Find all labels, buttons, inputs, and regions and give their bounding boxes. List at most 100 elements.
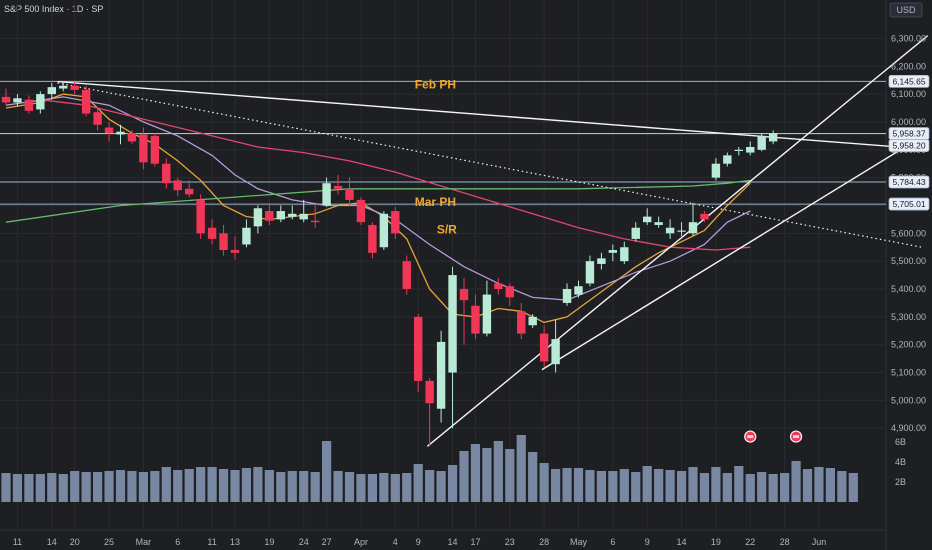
candle-body [288, 213, 297, 217]
candle-body [333, 185, 343, 189]
time-tick-label: 9 [645, 537, 650, 547]
time-tick-label: 4 [393, 537, 398, 547]
volume-bar [12, 474, 23, 502]
moving-average-line [40, 99, 751, 251]
price-level-tag-text: 5,958.37 [892, 129, 925, 139]
volume-bar [459, 451, 469, 502]
time-tick-label: 20 [70, 537, 80, 547]
time-tick-label: Apr [354, 537, 368, 547]
volume-bar [768, 474, 778, 502]
currency-badge[interactable] [889, 2, 923, 18]
time-tick-label: 6 [610, 537, 615, 547]
volume-bar [551, 469, 561, 502]
volume-bar [802, 469, 813, 502]
volume-bar [402, 473, 412, 502]
volume-bars [1, 435, 858, 502]
price-tick-label: 6,200.00 [891, 61, 926, 71]
candle-body [562, 289, 572, 303]
volume-bar [93, 472, 103, 502]
candle-body [276, 211, 285, 220]
candle-body [643, 216, 652, 223]
volume-tick-label: 2B [895, 477, 906, 487]
volume-bar [379, 473, 389, 502]
time-axis: 11 14 20 25 Mar 6 11 13 19 24 27 Apr 4 9 14 17 23 28 May 6 9… [13, 537, 826, 547]
volume-bar [642, 466, 652, 502]
volume-bar [35, 474, 45, 502]
time-tick-label: 23 [505, 537, 515, 547]
volume-bar [47, 473, 57, 502]
volume-bar [539, 463, 549, 502]
event-markers [744, 430, 803, 443]
volume-bar [310, 472, 320, 502]
candle-body [723, 155, 732, 164]
volume-bar [425, 470, 435, 502]
volume-bar [573, 468, 584, 502]
time-tick-label: 19 [264, 537, 274, 547]
candle-body [425, 380, 434, 404]
volume-bar [24, 474, 34, 502]
volume-bar [436, 471, 446, 502]
time-tick-label: 14 [677, 537, 687, 547]
time-tick-label: 19 [711, 537, 721, 547]
volume-bar [482, 448, 492, 502]
time-tick-label: 11 [207, 537, 216, 547]
candle-body [368, 224, 377, 253]
candle-body [631, 227, 640, 239]
volume-bar [734, 466, 744, 502]
candle-body [265, 211, 274, 221]
volume-bar [344, 472, 355, 502]
volume-bar [413, 464, 423, 502]
volume-bar [196, 467, 206, 502]
volume-bar [528, 452, 538, 502]
annotation-label: Mar PH [415, 195, 456, 209]
candle-body [494, 283, 503, 290]
time-tick-label: 28 [539, 537, 549, 547]
time-tick-label: 17 [470, 537, 480, 547]
price-tick-label: 5,200.00 [891, 340, 926, 350]
candle-body [196, 199, 205, 234]
candle-body [104, 127, 114, 134]
price-level-tag [888, 139, 930, 152]
volume-bar [1, 473, 11, 502]
candle-body [299, 213, 308, 220]
currency-label: USD [896, 5, 916, 15]
volume-bar [848, 473, 858, 502]
candle-body [59, 85, 68, 89]
time-tick-label: 14 [448, 537, 458, 547]
volume-bar [447, 465, 458, 502]
candle-body [677, 230, 686, 232]
price-tick-label: 5,500.00 [891, 256, 926, 266]
volume-bar [585, 470, 595, 502]
volume-bar [665, 470, 675, 502]
candle-body [127, 133, 137, 142]
candle-body [597, 258, 606, 264]
volume-bar [161, 467, 171, 502]
candle-body [436, 341, 446, 409]
volume-bar [127, 471, 137, 502]
candle-body [185, 188, 194, 195]
volume-bar [207, 467, 217, 502]
time-tick-label: 27 [322, 537, 332, 547]
us-flag-event-icon [793, 435, 800, 439]
candle-body [310, 220, 320, 223]
volume-tick-label: 6B [895, 437, 906, 447]
price-labels: 6,145.65 5,958.37 5,958.20 5,784.43 5,705.01 [888, 74, 930, 211]
volume-bar [745, 474, 755, 502]
candle-body [379, 213, 389, 248]
volume-bar [218, 469, 229, 502]
volume-bar [287, 471, 297, 502]
volume-tick-label: 4B [895, 457, 906, 467]
price-tick-label: 5,100.00 [891, 368, 926, 378]
volume-bar [390, 474, 400, 502]
symbol-label: S&P 500 Index · 1D · SP [4, 4, 103, 14]
candle-body [93, 112, 102, 125]
candle-body [356, 199, 366, 223]
candle-body [230, 250, 240, 253]
price-tick-label: 5,000.00 [891, 395, 926, 405]
volume-bar [115, 470, 126, 502]
volume-bar [688, 467, 698, 502]
trendline [541, 132, 929, 371]
volume-bar [138, 472, 148, 502]
candle-body [528, 316, 537, 326]
